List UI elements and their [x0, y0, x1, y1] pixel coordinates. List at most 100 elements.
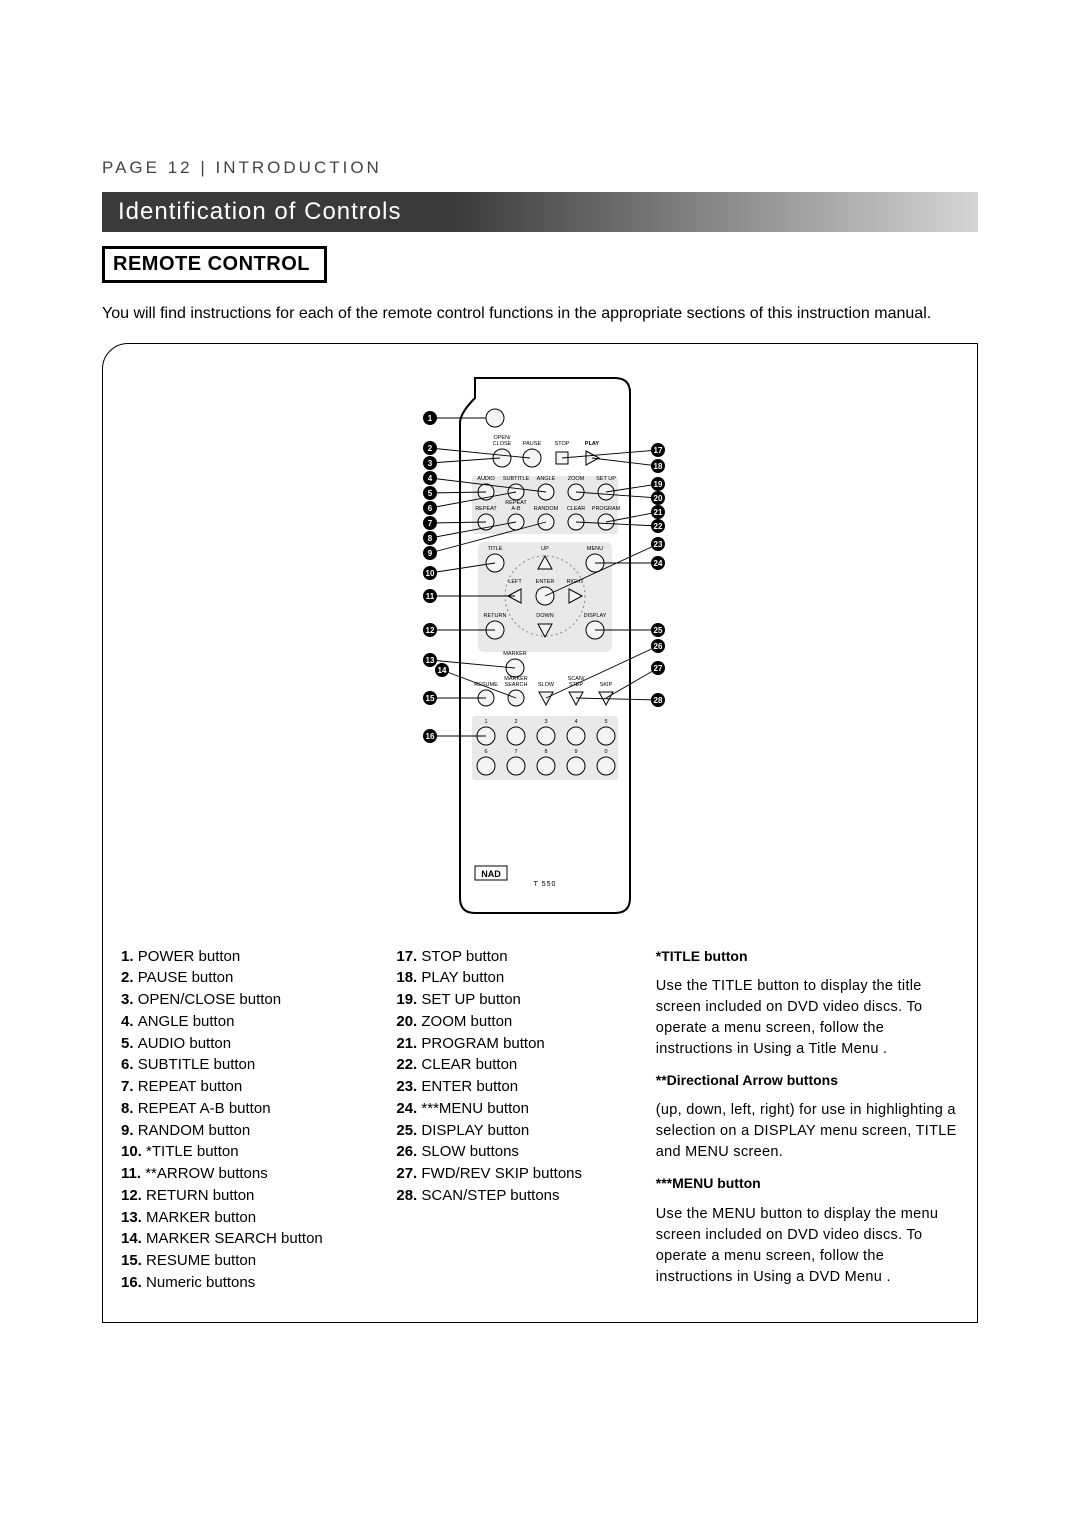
legend-col-2: 17. STOP button18. PLAY button19. SET UP…: [396, 946, 635, 1298]
svg-text:20: 20: [654, 494, 663, 503]
svg-text:1: 1: [484, 719, 487, 725]
legend-item: 17. STOP button: [396, 946, 635, 968]
svg-text:26: 26: [654, 642, 663, 651]
page-section: INTRODUCTION: [216, 158, 382, 177]
svg-text:10: 10: [426, 569, 435, 578]
svg-text:5: 5: [428, 489, 433, 498]
svg-text:SLOW: SLOW: [538, 682, 555, 688]
svg-text:MENU: MENU: [587, 546, 603, 552]
svg-text:17: 17: [654, 446, 663, 455]
svg-text:STOP: STOP: [555, 441, 570, 447]
svg-text:SEARCH: SEARCH: [505, 682, 528, 688]
notes-column: *TITLE buttonUse the TITLE button to dis…: [656, 946, 959, 1298]
legend-item: 6. SUBTITLE button: [121, 1054, 376, 1076]
legend-item: 13. MARKER button: [121, 1207, 376, 1229]
legend-item: 9. RANDOM button: [121, 1120, 376, 1142]
svg-text:16: 16: [426, 732, 435, 741]
legend-item: 3. OPEN/CLOSE button: [121, 989, 376, 1011]
remote-button: PAUSE: [523, 441, 542, 467]
svg-text:PAUSE: PAUSE: [523, 441, 542, 447]
svg-text:PROGRAM: PROGRAM: [592, 506, 621, 512]
svg-text:19: 19: [654, 480, 663, 489]
sub-heading-box: REMOTE CONTROL: [102, 246, 327, 283]
legend-item: 20. ZOOM button: [396, 1011, 635, 1033]
sub-heading: REMOTE CONTROL: [113, 253, 310, 275]
svg-text:9: 9: [428, 549, 433, 558]
svg-text:1: 1: [428, 414, 433, 423]
svg-text:STEP: STEP: [569, 682, 584, 688]
manual-page: PAGE 12 | INTRODUCTION Identification of…: [0, 0, 1080, 1532]
legend-item: 21. PROGRAM button: [396, 1033, 635, 1055]
svg-text:8: 8: [544, 749, 547, 755]
svg-text:DOWN: DOWN: [536, 613, 553, 619]
svg-text:3: 3: [428, 459, 433, 468]
svg-text:TITLE: TITLE: [488, 546, 503, 552]
svg-text:SUBTITLE: SUBTITLE: [503, 476, 530, 482]
svg-text:DISPLAY: DISPLAY: [584, 613, 607, 619]
svg-text:ANGLE: ANGLE: [537, 476, 556, 482]
svg-text:LEFT: LEFT: [508, 579, 522, 585]
header-separator: |: [200, 158, 207, 177]
svg-text:7: 7: [428, 519, 433, 528]
svg-text:ENTER: ENTER: [536, 579, 555, 585]
svg-text:23: 23: [654, 540, 663, 549]
legend-item: 23. ENTER button: [396, 1076, 635, 1098]
remote-diagram-wrap: NAD T 550 OPEN/CLOSEPAUSESTOPPLAYAUDIOSU…: [121, 368, 959, 928]
legend-item: 14. MARKER SEARCH button: [121, 1228, 376, 1250]
svg-text:SET UP: SET UP: [596, 476, 616, 482]
svg-text:2: 2: [514, 719, 517, 725]
legend-item: 15. RESUME button: [121, 1250, 376, 1272]
legend-item: 16. Numeric buttons: [121, 1272, 376, 1294]
section-title: Identification of Controls: [118, 198, 401, 225]
legend-item: 2. PAUSE button: [121, 967, 376, 989]
legend-item: 27. FWD/REV SKIP buttons: [396, 1163, 635, 1185]
svg-text:0: 0: [604, 749, 607, 755]
remote-button: ZOOM: [568, 476, 585, 500]
remote-button: ANGLE: [537, 476, 556, 500]
legend-col-1: 1. POWER button2. PAUSE button3. OPEN/CL…: [121, 946, 376, 1298]
note-heading: ***MENU button: [656, 1173, 959, 1193]
intro-paragraph: You will find instructions for each of t…: [102, 303, 978, 325]
section-title-bar: Identification of Controls: [102, 192, 978, 232]
svg-text:5: 5: [604, 719, 607, 725]
svg-text:REPEAT: REPEAT: [475, 506, 497, 512]
svg-text:12: 12: [426, 626, 435, 635]
legend-item: 25. DISPLAY button: [396, 1120, 635, 1142]
legend-item: 22. CLEAR button: [396, 1054, 635, 1076]
legend-item: 11. **ARROW buttons: [121, 1163, 376, 1185]
svg-text:2: 2: [428, 444, 433, 453]
remote-button: STOP: [555, 441, 570, 464]
svg-text:4: 4: [574, 719, 577, 725]
remote-button: MENU: [586, 546, 604, 572]
svg-text:6: 6: [484, 749, 487, 755]
svg-text:CLEAR: CLEAR: [567, 506, 585, 512]
svg-text:3: 3: [544, 719, 547, 725]
legend-item: 24. ***MENU button: [396, 1098, 635, 1120]
legend-item: 5. AUDIO button: [121, 1033, 376, 1055]
legend-item: 26. SLOW buttons: [396, 1141, 635, 1163]
content-panel: NAD T 550 OPEN/CLOSEPAUSESTOPPLAYAUDIOSU…: [102, 343, 978, 1323]
remote-button: TITLE: [486, 546, 504, 572]
svg-text:MARKER: MARKER: [503, 651, 527, 657]
legend-item: 7. REPEAT button: [121, 1076, 376, 1098]
legend-item: 18. PLAY button: [396, 967, 635, 989]
page-number: PAGE 12: [102, 158, 193, 177]
svg-text:22: 22: [654, 522, 663, 531]
svg-text:18: 18: [654, 462, 663, 471]
remote-diagram: NAD T 550 OPEN/CLOSEPAUSESTOPPLAYAUDIOSU…: [380, 368, 700, 928]
svg-text:11: 11: [426, 592, 435, 601]
svg-text:25: 25: [654, 626, 663, 635]
legend-item: 10. *TITLE button: [121, 1141, 376, 1163]
svg-text:8: 8: [428, 534, 433, 543]
svg-text:7: 7: [514, 749, 517, 755]
svg-text:RANDOM: RANDOM: [534, 506, 559, 512]
page-header: PAGE 12 | INTRODUCTION: [102, 158, 978, 178]
remote-button: SET UP: [596, 476, 616, 500]
svg-text:PLAY: PLAY: [585, 441, 599, 447]
svg-text:A-B: A-B: [511, 506, 521, 512]
svg-text:21: 21: [654, 508, 663, 517]
legend-item: 8. REPEAT A-B button: [121, 1098, 376, 1120]
note-body: Use the MENU button to display the menu …: [656, 1204, 959, 1288]
svg-text:4: 4: [428, 474, 433, 483]
svg-text:RETURN: RETURN: [484, 613, 507, 619]
